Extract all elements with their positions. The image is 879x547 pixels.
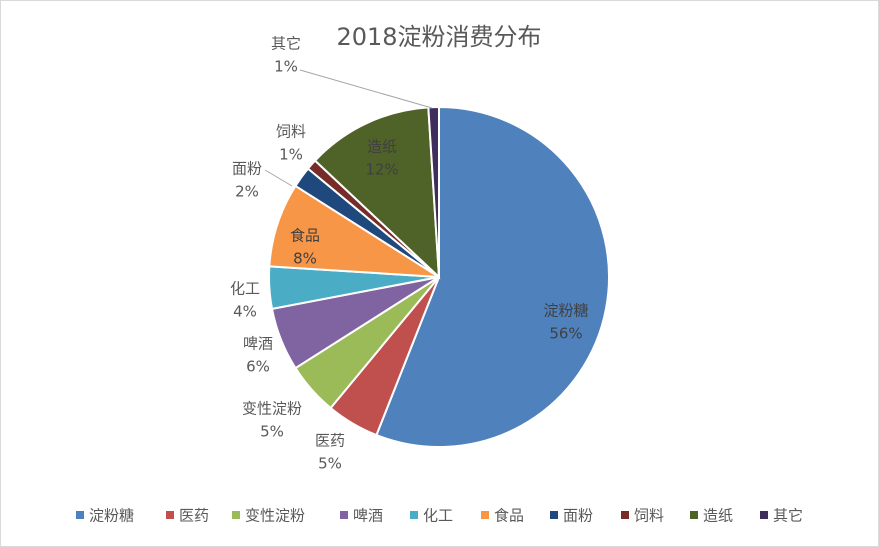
- legend-label: 造纸: [703, 507, 733, 525]
- data-label-value: 5%: [318, 455, 342, 473]
- legend-label: 变性淀粉: [245, 507, 305, 525]
- data-label-value: 5%: [260, 423, 284, 441]
- data-label-value: 56%: [549, 325, 582, 343]
- legend-marker: [481, 511, 489, 519]
- legend-marker: [340, 511, 348, 519]
- data-label-name: 化工: [230, 280, 260, 298]
- data-label-value: 2%: [235, 183, 259, 201]
- data-label-name: 其它: [271, 35, 301, 53]
- legend-label: 饲料: [634, 507, 664, 525]
- legend-marker: [621, 511, 629, 519]
- pie-slice: [375, 105, 610, 448]
- data-label-name: 饲料: [276, 123, 306, 141]
- legend-label: 医药: [179, 507, 209, 525]
- legend-label: 淀粉糖: [89, 507, 134, 525]
- legend-label: 食品: [494, 507, 524, 525]
- data-label-name: 啤酒: [243, 335, 273, 353]
- legend-label: 啤酒: [353, 507, 383, 525]
- pie-slice: [313, 106, 441, 280]
- legend-label: 化工: [423, 507, 453, 525]
- legend-marker: [232, 511, 240, 519]
- legend-label: 面粉: [563, 507, 593, 525]
- legend-marker: [550, 511, 558, 519]
- data-label-value: 4%: [233, 303, 257, 321]
- legend-marker: [76, 511, 84, 519]
- legend-marker: [690, 511, 698, 519]
- chart-title: 2018淀粉消费分布: [336, 23, 541, 51]
- leader-line: [264, 169, 293, 187]
- legend-label: 其它: [773, 507, 803, 525]
- data-label-name: 面粉: [232, 160, 262, 178]
- legend-marker: [410, 511, 418, 519]
- data-label-name: 食品: [290, 227, 320, 245]
- legend-marker: [760, 511, 768, 519]
- data-label-name: 变性淀粉: [242, 400, 302, 418]
- legend-marker: [166, 511, 174, 519]
- data-label-value: 1%: [274, 58, 298, 76]
- data-label-name: 造纸: [367, 138, 397, 156]
- leader-line: [299, 69, 433, 109]
- data-label-value: 8%: [293, 250, 317, 268]
- data-label-value: 6%: [246, 358, 270, 376]
- data-label-value: 12%: [365, 161, 398, 179]
- data-label-value: 1%: [279, 146, 303, 164]
- data-label-name: 淀粉糖: [543, 302, 588, 320]
- data-label-name: 医药: [315, 432, 345, 450]
